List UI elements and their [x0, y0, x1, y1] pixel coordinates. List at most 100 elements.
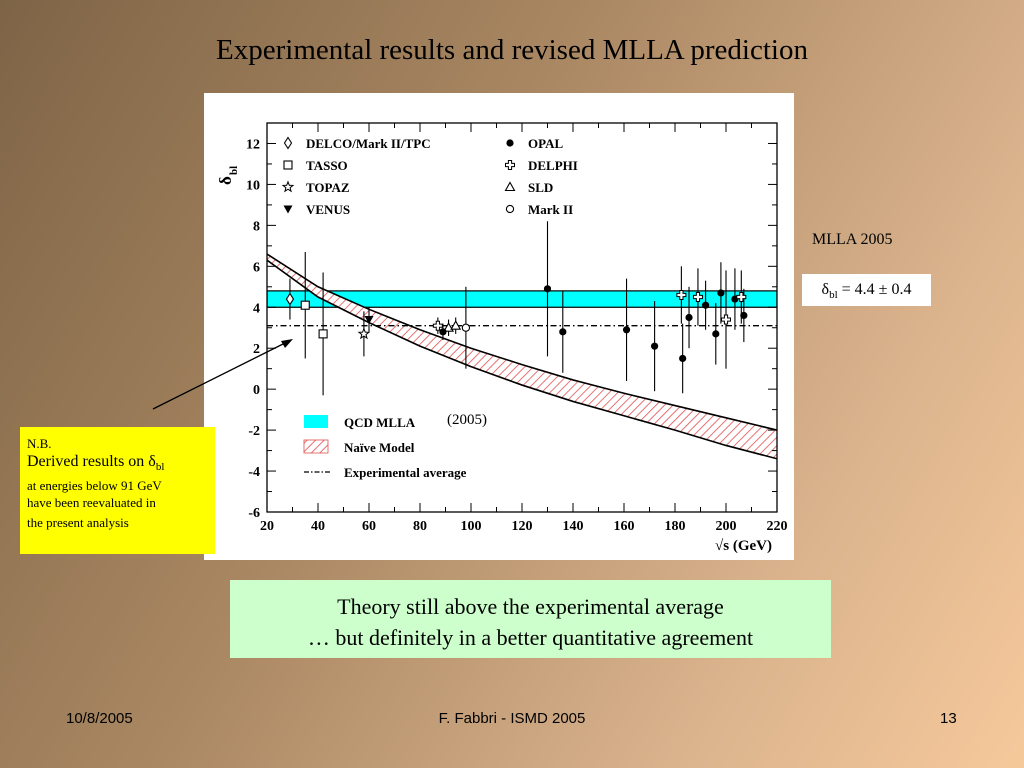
x-tick-label: 60 [362, 519, 376, 534]
legend-label: TASSO [306, 158, 348, 173]
legend-marker-circle-filled [506, 139, 514, 147]
data-point [450, 317, 462, 334]
data-point [702, 280, 710, 330]
nb-line1-sub: bl [155, 461, 165, 474]
legend-marker-circle-open [505, 204, 515, 214]
x-tick-label: 220 [767, 519, 788, 534]
data-point [543, 221, 552, 357]
x-tick-label: 140 [563, 519, 584, 534]
x-tick-label: 100 [461, 519, 482, 534]
x-tick-label: 160 [614, 519, 635, 534]
marker-circle-filled [439, 328, 447, 336]
marker-cross-open [676, 289, 687, 300]
y-tick-label: 2 [253, 342, 260, 357]
x-tick-label: 200 [716, 519, 737, 534]
data-point [285, 278, 295, 320]
data-point [736, 270, 747, 324]
marker-circle-filled [559, 328, 567, 336]
legend-label: Experimental average [344, 465, 467, 480]
marker-circle-filled [702, 301, 710, 309]
marker-cross-open [721, 314, 731, 325]
marker-circle-open [461, 323, 471, 332]
legend-label: Mark II [528, 202, 573, 217]
data-point [685, 286, 693, 349]
y-axis-label: δ [216, 176, 235, 185]
marker-circle-filled [685, 313, 693, 322]
data-point [559, 290, 567, 373]
data-point [357, 311, 371, 357]
y-tick-label: -2 [248, 424, 260, 439]
marker-cross-open [736, 292, 747, 303]
slide-title: Experimental results and revised MLLA pr… [216, 34, 808, 66]
data-point [300, 251, 310, 359]
nb-note-box: N.B. Derived results on δbl at energies … [20, 427, 215, 554]
plot-frame: 20 40 60 80 100 120 140 160 180 200 220 -6 -4 -2 0 2 4 6 8… [204, 93, 794, 560]
data-point [679, 323, 687, 394]
y-tick-label: 0 [253, 383, 260, 398]
legend-marker-diamond-open [283, 136, 293, 150]
y-tick-label: 12 [246, 137, 260, 152]
theory-line1: Theory still above the experimental aver… [337, 594, 724, 619]
x-tick-label: 180 [665, 519, 686, 534]
plot-area [267, 253, 777, 460]
delta-value: = 4.4 ± 0.4 [837, 281, 912, 298]
nb-line1: Derived results on δbl [27, 452, 209, 477]
x-tick-label: 20 [260, 519, 274, 534]
data-point [318, 272, 328, 396]
naive-model-lower-edge [267, 259, 777, 460]
y-tick-label: -6 [248, 506, 260, 521]
legend-label: QCD MLLA [344, 415, 416, 430]
mlla-2005-label: MLLA 2005 [812, 231, 893, 248]
delta-subscript: bl [829, 289, 838, 302]
marker-triangle-down-filled [364, 316, 374, 325]
marker-circle-filled [543, 285, 552, 293]
legend-marker-star-open [281, 180, 295, 193]
y-tick-label: 10 [246, 178, 260, 193]
marker-circle-filled [717, 289, 725, 297]
naive-model-upper-edge [267, 253, 777, 431]
marker-cross-open [432, 320, 443, 331]
marker-square-open [318, 329, 328, 339]
y-tick-label: 6 [253, 260, 260, 275]
legend-label: OPAL [528, 136, 563, 151]
nb-line2: at energies below 91 GeV [27, 478, 162, 494]
nb-line1-text: Derived results on δ [27, 453, 156, 470]
marker-star-open [357, 327, 371, 340]
y-axis-label-sub: bl [228, 166, 240, 175]
data-point [721, 270, 731, 369]
footer-date: 10/8/2005 [66, 710, 133, 727]
legend-label: Naïve Model [344, 440, 415, 455]
data-point [432, 317, 443, 334]
mlla-band [267, 290, 777, 308]
footer-page-number: 13 [940, 710, 957, 727]
data-point [692, 268, 703, 326]
y-tick-label: 8 [253, 219, 260, 234]
legend-marker-square-open [283, 160, 293, 170]
chart: 20 40 60 80 100 120 140 160 180 200 220 -6 -4 -2 0 2 4 6 8… [216, 122, 788, 554]
y-tick-label: -4 [248, 465, 260, 480]
legend-label: SLD [528, 180, 553, 195]
legend-marker-triangle-down-filled [283, 205, 293, 214]
legend-label: DELCO/Mark II/TPC [306, 136, 431, 151]
data-point [461, 286, 471, 369]
footer-center: F. Fabbri - ISMD 2005 [438, 710, 586, 727]
legend-label: VENUS [306, 202, 350, 217]
delta-value-box: δbl = 4.4 ± 0.4 [802, 274, 931, 306]
legend-marker-cross-open [505, 160, 515, 170]
naive-model-band [267, 254, 777, 459]
data-point [676, 266, 687, 324]
legend-label: TOPAZ [306, 180, 350, 195]
marker-cross-open [692, 292, 703, 303]
y-tick-label: 4 [253, 301, 260, 316]
nb-line3: have been reevaluated in [27, 495, 156, 511]
data-point [651, 301, 659, 392]
data-point [622, 278, 631, 381]
x-tick-label: 120 [512, 519, 533, 534]
marker-circle-filled [679, 354, 687, 363]
delta-symbol: δ [821, 281, 830, 298]
data-point [712, 303, 720, 365]
legend-marker-triangle-open [504, 181, 516, 192]
x-tick-label: 80 [413, 519, 427, 534]
theory-conclusion-box: Theory still above the experimental aver… [230, 580, 831, 658]
data-point [717, 262, 725, 324]
